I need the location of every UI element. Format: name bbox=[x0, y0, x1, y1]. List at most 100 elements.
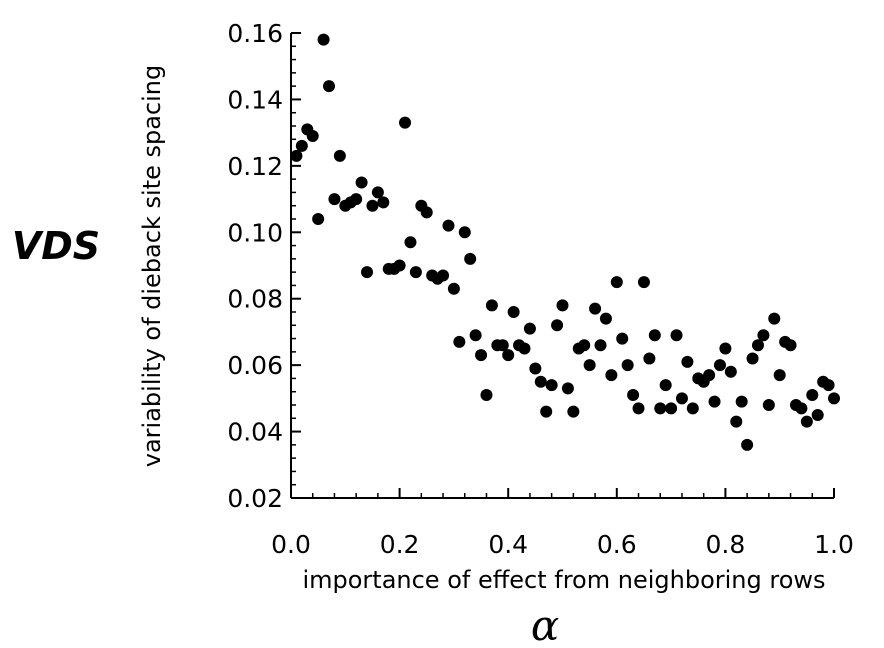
data-points bbox=[290, 33, 840, 451]
data-point bbox=[757, 329, 770, 342]
data-point bbox=[485, 299, 498, 312]
data-point bbox=[735, 395, 748, 408]
data-point bbox=[502, 349, 515, 362]
data-point bbox=[366, 199, 379, 212]
data-point bbox=[605, 369, 618, 382]
data-point bbox=[442, 219, 455, 232]
data-point bbox=[768, 312, 781, 325]
y-axis-ticks: 0.02 0.04 0.06 0.08 0.10 0.12 0.14 0.16 bbox=[227, 19, 301, 513]
data-point bbox=[616, 332, 629, 345]
data-point bbox=[703, 369, 716, 382]
data-point bbox=[464, 252, 477, 265]
data-point bbox=[529, 362, 542, 375]
y-tick-label: 0.04 bbox=[227, 418, 283, 447]
x-axis-ticks: 0.0 0.2 0.4 0.6 0.8 1.0 bbox=[271, 488, 854, 559]
data-point bbox=[328, 193, 341, 206]
data-point bbox=[632, 402, 645, 415]
data-point bbox=[350, 193, 363, 206]
x-axis-symbol: α bbox=[531, 601, 559, 648]
data-point bbox=[361, 266, 374, 279]
x-tick-label: 0.4 bbox=[488, 530, 528, 559]
data-point bbox=[800, 415, 813, 428]
y-tick-label: 0.16 bbox=[227, 19, 283, 48]
data-point bbox=[643, 352, 656, 365]
data-point bbox=[659, 379, 672, 392]
data-point bbox=[654, 402, 667, 415]
x-tick-label: 0.2 bbox=[380, 530, 420, 559]
data-point bbox=[306, 129, 319, 142]
data-point bbox=[458, 226, 471, 239]
x-tick-label: 0.0 bbox=[271, 530, 311, 559]
data-point bbox=[561, 382, 574, 395]
data-point bbox=[589, 302, 602, 315]
data-point bbox=[556, 299, 569, 312]
y-axis-symbol: VDS bbox=[12, 224, 100, 268]
data-point bbox=[453, 335, 466, 348]
data-point bbox=[507, 306, 520, 318]
y-tick-label: 0.02 bbox=[227, 484, 283, 513]
plot-frame bbox=[290, 33, 834, 499]
data-point bbox=[627, 389, 640, 402]
y-axis-label: variability of dieback site spacing bbox=[138, 65, 166, 467]
data-point bbox=[523, 322, 536, 335]
data-point bbox=[323, 80, 336, 93]
data-point bbox=[540, 405, 553, 418]
data-point bbox=[404, 236, 417, 249]
data-point bbox=[686, 402, 699, 415]
data-point bbox=[746, 352, 759, 365]
data-point bbox=[795, 402, 808, 415]
data-point bbox=[773, 369, 786, 382]
data-point bbox=[828, 392, 840, 405]
data-point bbox=[599, 312, 612, 325]
x-tick-label: 0.6 bbox=[597, 530, 637, 559]
data-point bbox=[567, 405, 580, 418]
y-tick-label: 0.12 bbox=[227, 152, 283, 181]
data-point bbox=[399, 116, 412, 129]
data-point bbox=[312, 213, 325, 225]
data-point bbox=[475, 349, 488, 362]
data-point bbox=[534, 375, 547, 388]
data-point bbox=[437, 269, 450, 282]
x-axis-label: importance of effect from neighboring ro… bbox=[302, 566, 825, 594]
data-point bbox=[713, 359, 726, 372]
data-point bbox=[719, 342, 732, 355]
data-point bbox=[594, 339, 607, 352]
y-tick-label: 0.14 bbox=[227, 85, 283, 114]
x-tick-label: 0.8 bbox=[706, 530, 746, 559]
data-point bbox=[317, 33, 330, 46]
data-point bbox=[621, 359, 634, 372]
data-point bbox=[784, 339, 797, 352]
data-point bbox=[730, 415, 743, 428]
data-point bbox=[822, 379, 835, 392]
data-point bbox=[447, 282, 460, 295]
data-point bbox=[333, 149, 346, 162]
data-point bbox=[496, 339, 509, 352]
data-point bbox=[708, 395, 721, 408]
data-point bbox=[355, 176, 368, 189]
data-point bbox=[724, 365, 737, 378]
data-point bbox=[648, 329, 661, 342]
data-point bbox=[583, 359, 596, 372]
data-point bbox=[637, 276, 650, 289]
data-point bbox=[751, 339, 764, 352]
data-point bbox=[741, 438, 754, 451]
y-tick-label: 0.08 bbox=[227, 285, 283, 314]
data-point bbox=[518, 342, 531, 355]
data-point bbox=[393, 259, 406, 272]
data-point bbox=[295, 139, 308, 152]
data-point bbox=[665, 402, 678, 415]
data-point bbox=[420, 206, 433, 219]
y-tick-label: 0.06 bbox=[227, 351, 283, 380]
data-point bbox=[681, 355, 694, 368]
data-point bbox=[811, 408, 824, 421]
data-point bbox=[762, 399, 775, 411]
data-point bbox=[610, 276, 623, 289]
data-point bbox=[469, 329, 482, 342]
y-tick-label: 0.10 bbox=[227, 218, 283, 247]
data-point bbox=[409, 266, 422, 279]
data-point bbox=[545, 379, 558, 392]
data-point bbox=[675, 392, 688, 405]
data-point bbox=[806, 389, 819, 402]
data-point bbox=[371, 186, 384, 199]
